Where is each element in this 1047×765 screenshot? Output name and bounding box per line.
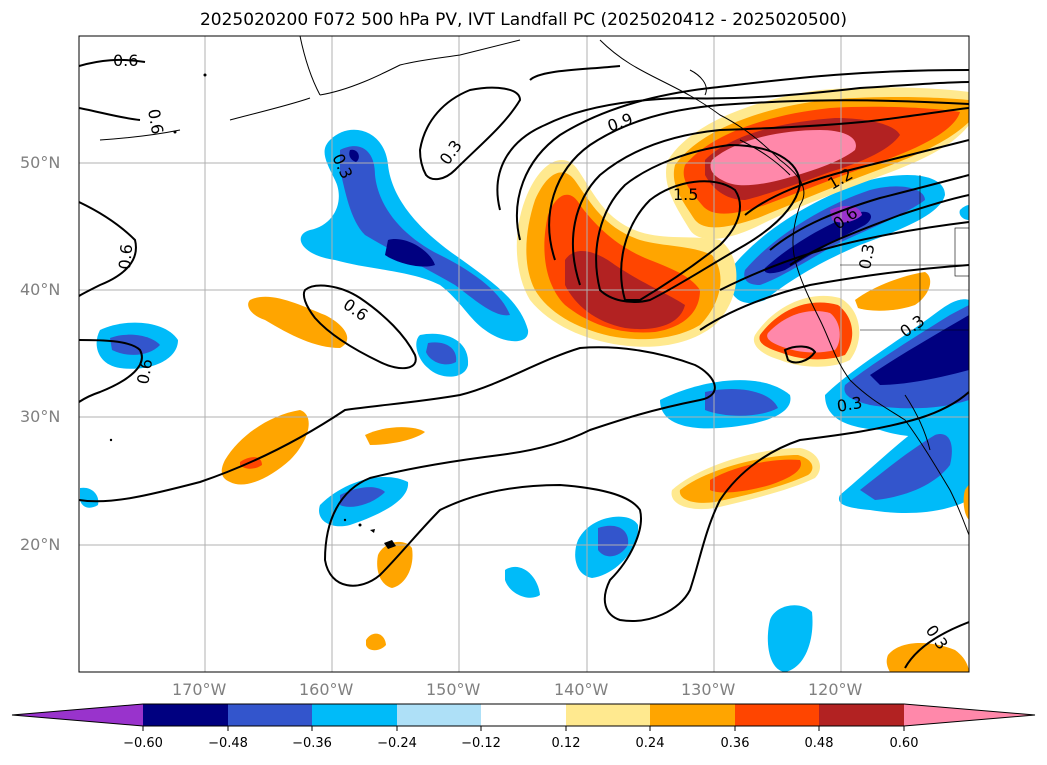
lat-label: 30°N (20, 407, 61, 426)
islands (109, 73, 396, 549)
lon-label: 150°W (426, 680, 481, 699)
colorbar (11, 703, 1036, 731)
lon-label: 120°W (808, 680, 863, 699)
colorbar-tick-label: 0.60 (889, 736, 919, 751)
lon-label: 140°W (554, 680, 609, 699)
contour-label: 1.5 (673, 185, 698, 204)
lat-label: 40°N (20, 280, 61, 299)
lon-label: 130°W (681, 680, 736, 699)
colorbar-tick-label: −0.60 (123, 736, 163, 751)
colorbar-tick-label: 0.48 (804, 736, 834, 751)
map-plot-area: 0.6 0.6 0.6 0.6 0.6 0.3 0.3 0.3 0.3 0.9 … (79, 36, 969, 672)
graticule (79, 36, 969, 672)
lon-label: 170°W (172, 680, 227, 699)
contour-label: 0.6 (113, 51, 138, 70)
colorbar-tick-label: −0.24 (377, 736, 417, 751)
map-title: 2025020200 F072 500 hPa PV, IVT Landfall… (199, 10, 847, 30)
pv-contours (79, 58, 969, 669)
state-borders (840, 175, 969, 331)
contour-label: 0.6 (133, 357, 156, 385)
contour-label: 0.6 (144, 107, 167, 135)
lat-label: 20°N (20, 535, 61, 554)
lat-label: 50°N (20, 153, 61, 172)
colorbar-tick-label: 0.36 (720, 736, 750, 751)
colorbar-tick-label: 0.12 (551, 736, 581, 751)
map-frame (78, 35, 970, 673)
contour-label: 0.6 (115, 243, 136, 270)
colorbar-tick-label: −0.36 (292, 736, 332, 751)
lon-label: 160°W (299, 680, 354, 699)
colorbar-tick-label: −0.12 (461, 736, 501, 751)
colorbar-tick-label: 0.24 (635, 736, 665, 751)
contour-label: 0.3 (835, 393, 863, 416)
contour-label: 0.3 (855, 242, 878, 270)
colorbar-tick-label: −0.48 (208, 736, 248, 751)
